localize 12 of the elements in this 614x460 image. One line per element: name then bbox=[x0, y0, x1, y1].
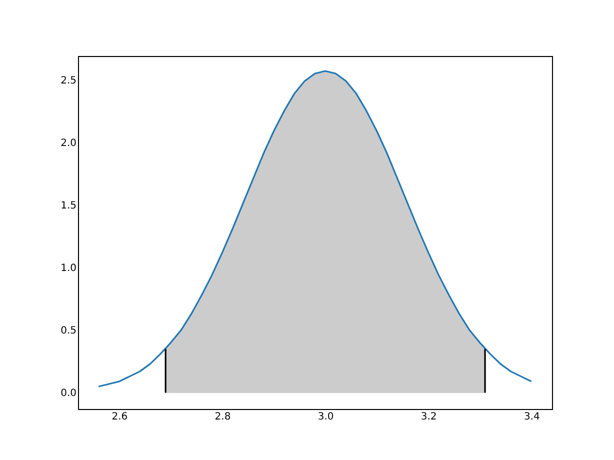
x-tick-label: 3.2 bbox=[420, 412, 437, 422]
x-tick-label: 2.6 bbox=[112, 412, 128, 422]
y-tick-label: 2.5 bbox=[60, 75, 76, 86]
y-tick-label: 0.5 bbox=[60, 326, 76, 337]
x-tick-label: 3.4 bbox=[524, 412, 540, 422]
y-tick-label: 1.0 bbox=[60, 263, 76, 274]
x-tick-label: 3.0 bbox=[318, 412, 334, 422]
x-tick-label: 2.8 bbox=[214, 412, 231, 422]
y-tick-label: 1.5 bbox=[60, 200, 76, 212]
line-series bbox=[98, 70, 532, 388]
y-tick-label: 2.0 bbox=[60, 138, 76, 149]
y-tick-label: 0.0 bbox=[60, 388, 76, 400]
